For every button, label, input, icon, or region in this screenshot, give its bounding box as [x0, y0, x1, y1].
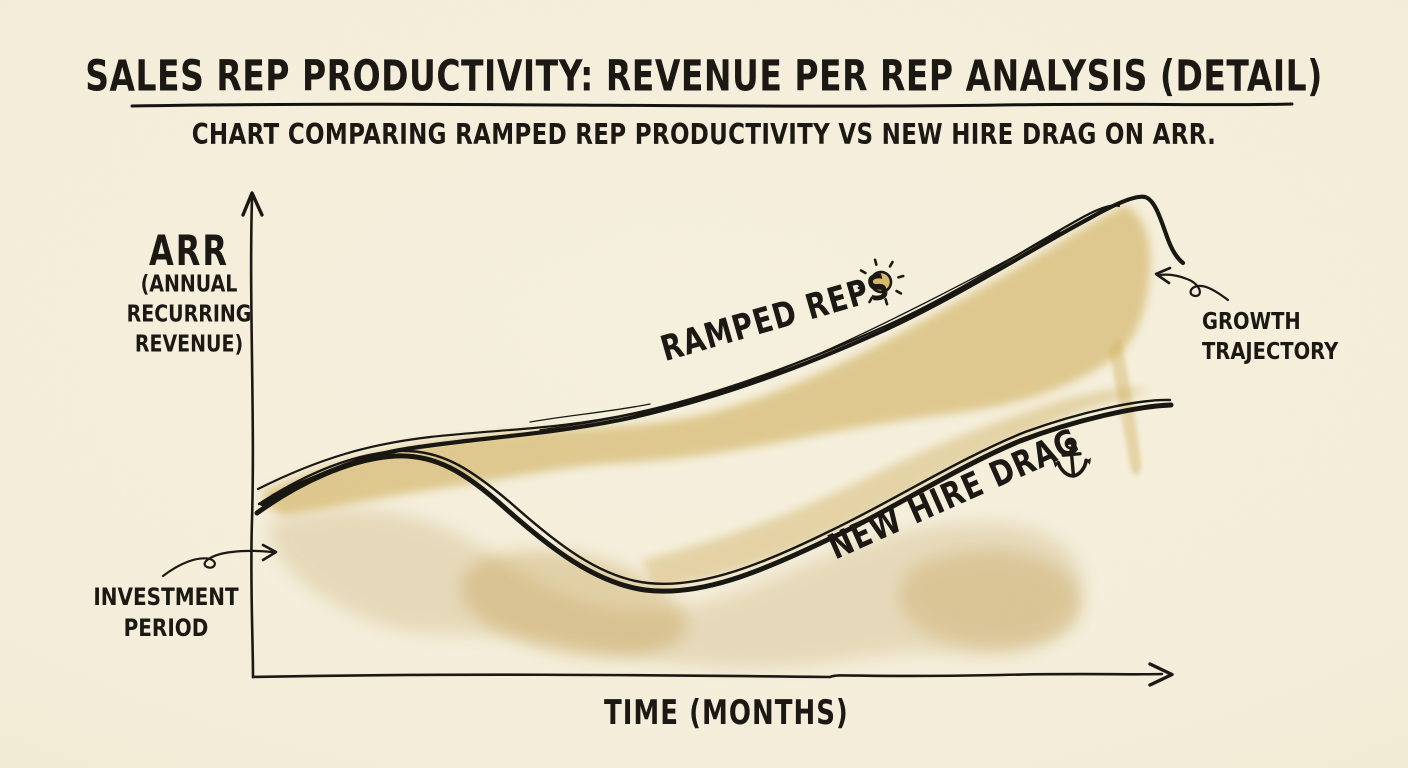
growth-arrow-icon [1154, 266, 1230, 302]
x-axis-arrow-icon [1148, 662, 1174, 687]
y-axis-line [249, 196, 255, 679]
annotation-investment-period: INVESTMENT PERIOD [76, 581, 256, 643]
annotation-arrows [161, 266, 1230, 578]
sun-icon [857, 258, 905, 306]
annotation-investment-line: INVESTMENT [93, 582, 239, 611]
page-subtitle: CHART COMPARING RAMPED REP PRODUCTIVITY … [191, 119, 1217, 152]
y-axis-title: ARR [148, 226, 230, 276]
ramped-reps-curve [256, 194, 1186, 507]
page-title: SALES REP PRODUCTIVITY: REVENUE PER REP … [85, 50, 1323, 101]
annotation-growth-line: GROWTH [1202, 307, 1301, 335]
title-underline [130, 102, 1294, 108]
y-axis-arrow-icon [241, 191, 264, 217]
annotation-growth-trajectory: GROWTH TRAJECTORY [1202, 306, 1382, 366]
annotation-investment-line: PERIOD [123, 613, 209, 643]
new-hire-drag-curve [254, 398, 1174, 594]
anchor-icon [1053, 437, 1091, 478]
y-axis-subtitle: (ANNUAL RECURRING REVENUE) [99, 270, 279, 360]
x-axis-title: TIME (MONTHS) [604, 694, 849, 733]
x-axis-line [251, 672, 1164, 679]
y-axis-subtitle-line: (ANNUAL [140, 271, 238, 298]
y-axis-subtitle-line: RECURRING [126, 301, 252, 328]
annotation-growth-line: TRAJECTORY [1202, 337, 1339, 365]
investment-arrow-icon [161, 543, 278, 578]
axes [241, 191, 1174, 687]
y-axis-subtitle-line: REVENUE) [134, 331, 244, 358]
